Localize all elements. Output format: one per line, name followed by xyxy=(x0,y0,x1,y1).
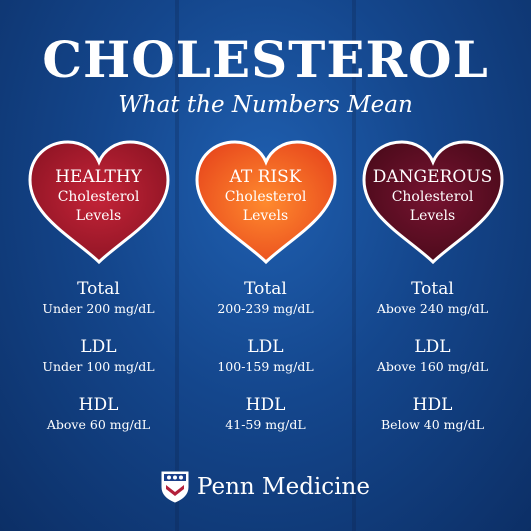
metric-value: Under 200 mg/dL xyxy=(42,301,155,316)
metric-value: 100-159 mg/dL xyxy=(217,359,314,374)
column-dangerous: DANGEROUS Cholesterol Levels Total Above… xyxy=(344,138,521,432)
column-divider xyxy=(175,0,179,531)
metric-ldl: LDL Under 100 mg/dL xyxy=(10,336,187,376)
metric-label: HDL xyxy=(78,395,119,415)
heart-badge-at-risk: AT RISK Cholesterol Levels xyxy=(191,138,341,268)
heart-subtitle-line1: Cholesterol xyxy=(224,189,307,205)
heart-icon xyxy=(194,140,337,265)
metric-hdl: HDL Above 60 mg/dL xyxy=(10,394,187,434)
metric-value: Above 240 mg/dL xyxy=(376,301,489,316)
metric-value: 41-59 mg/dL xyxy=(225,417,306,432)
metric-value: 200-239 mg/dL xyxy=(217,301,314,316)
metric-value: Above 60 mg/dL xyxy=(46,417,151,432)
metric-value: Above 160 mg/dL xyxy=(376,359,489,374)
heart-badge-healthy: HEALTHY Cholesterol Levels xyxy=(24,138,174,268)
page-subtitle: What the Numbers Mean xyxy=(118,92,413,118)
heart-icon xyxy=(361,140,504,265)
metric-label: HDL xyxy=(412,395,453,415)
metric-label: Total xyxy=(411,279,454,299)
metric-hdl: HDL 41-59 mg/dL xyxy=(177,394,354,434)
heart-subtitle-line1: Cholesterol xyxy=(57,189,140,205)
penn-shield-icon xyxy=(161,471,189,503)
heart-subtitle-line1: Cholesterol xyxy=(391,189,474,205)
heart-subtitle-line2: Levels xyxy=(409,208,456,224)
heart-title: HEALTHY xyxy=(55,167,142,187)
metric-value: Under 100 mg/dL xyxy=(42,359,155,374)
metric-ldl: LDL 100-159 mg/dL xyxy=(177,336,354,376)
metric-total: Total Above 240 mg/dL xyxy=(344,278,521,318)
metric-hdl: HDL Below 40 mg/dL xyxy=(344,394,521,434)
metric-label: LDL xyxy=(414,337,451,357)
heart-subtitle-line2: Levels xyxy=(75,208,122,224)
heart-subtitle-line2: Levels xyxy=(242,208,289,224)
footer-brand: Penn Medicine xyxy=(0,470,531,504)
brand-name: Penn Medicine xyxy=(197,474,370,500)
heart-title: AT RISK xyxy=(229,167,302,187)
metric-label: Total xyxy=(244,279,287,299)
metric-total: Total 200-239 mg/dL xyxy=(177,278,354,318)
page-title: CHOLESTEROL xyxy=(42,30,489,89)
column-healthy: HEALTHY Cholesterol Levels Total Under 2… xyxy=(10,138,187,432)
heart-badge-dangerous: DANGEROUS Cholesterol Levels xyxy=(358,138,508,268)
metric-total: Total Under 200 mg/dL xyxy=(10,278,187,318)
column-divider xyxy=(352,0,356,531)
metric-label: Total xyxy=(77,279,120,299)
metric-label: HDL xyxy=(245,395,286,415)
heart-title: DANGEROUS xyxy=(372,167,493,187)
heart-icon xyxy=(27,140,170,265)
metric-ldl: LDL Above 160 mg/dL xyxy=(344,336,521,376)
metric-label: LDL xyxy=(247,337,284,357)
metric-value: Below 40 mg/dL xyxy=(380,417,485,432)
column-at-risk: AT RISK Cholesterol Levels Total 200-239… xyxy=(177,138,354,432)
metric-label: LDL xyxy=(80,337,117,357)
